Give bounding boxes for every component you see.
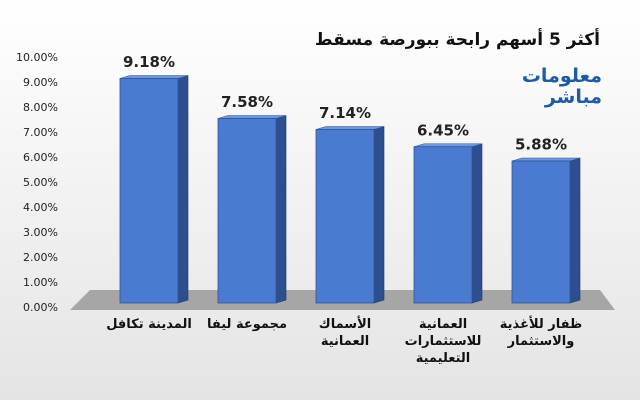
value-label: 9.18% bbox=[123, 53, 175, 71]
bar-top bbox=[217, 115, 287, 119]
value-label: 7.14% bbox=[319, 104, 371, 122]
x-tick-label: العمانية للاستثمارات التعليمية bbox=[404, 317, 482, 366]
y-tick-label: 0.00% bbox=[23, 301, 58, 314]
bar-side bbox=[471, 143, 483, 304]
bar bbox=[511, 157, 581, 304]
bar bbox=[315, 126, 385, 304]
value-label: 7.58% bbox=[221, 93, 273, 111]
y-tick-label: 10.00% bbox=[16, 51, 58, 64]
bar-side bbox=[275, 115, 287, 304]
bar-front bbox=[217, 118, 277, 304]
bar-top bbox=[413, 143, 483, 148]
value-label: 5.88% bbox=[515, 136, 567, 154]
y-tick-label: 4.00% bbox=[23, 201, 58, 214]
bar-front bbox=[119, 78, 179, 304]
bar-side bbox=[569, 157, 581, 304]
bar bbox=[119, 75, 189, 304]
y-tick-label: 7.00% bbox=[23, 126, 58, 139]
chart-title: أكثر 5 أسهم رابحة ببورصة مسقط bbox=[314, 30, 600, 50]
bar-top bbox=[511, 157, 581, 162]
y-tick-label: 3.00% bbox=[23, 226, 58, 239]
y-tick-label: 1.00% bbox=[23, 276, 58, 289]
bar-front bbox=[413, 146, 473, 304]
x-tick-label: مجموعة ليفا bbox=[207, 317, 287, 332]
y-tick-label: 5.00% bbox=[23, 176, 58, 189]
logo: معلومات مباشر bbox=[521, 65, 602, 108]
bar-front bbox=[511, 160, 571, 304]
y-tick-label: 6.00% bbox=[23, 151, 58, 164]
bar-top bbox=[119, 75, 189, 79]
y-tick-label: 2.00% bbox=[23, 251, 58, 264]
x-tick-label: المدينة تكافل bbox=[106, 317, 192, 332]
y-tick-label: 8.00% bbox=[23, 101, 58, 114]
y-tick-label: 9.00% bbox=[23, 76, 58, 89]
bar-front bbox=[315, 129, 375, 304]
bar-side bbox=[177, 75, 189, 304]
value-label: 6.45% bbox=[417, 121, 469, 139]
bar bbox=[413, 143, 483, 304]
x-tick-label: ظفار للأغذية والاستثمار bbox=[499, 317, 583, 349]
bar bbox=[217, 115, 287, 304]
x-tick-label: الأسماك العمانية bbox=[318, 317, 372, 349]
bar-top bbox=[315, 126, 385, 130]
bar-side bbox=[373, 126, 385, 304]
